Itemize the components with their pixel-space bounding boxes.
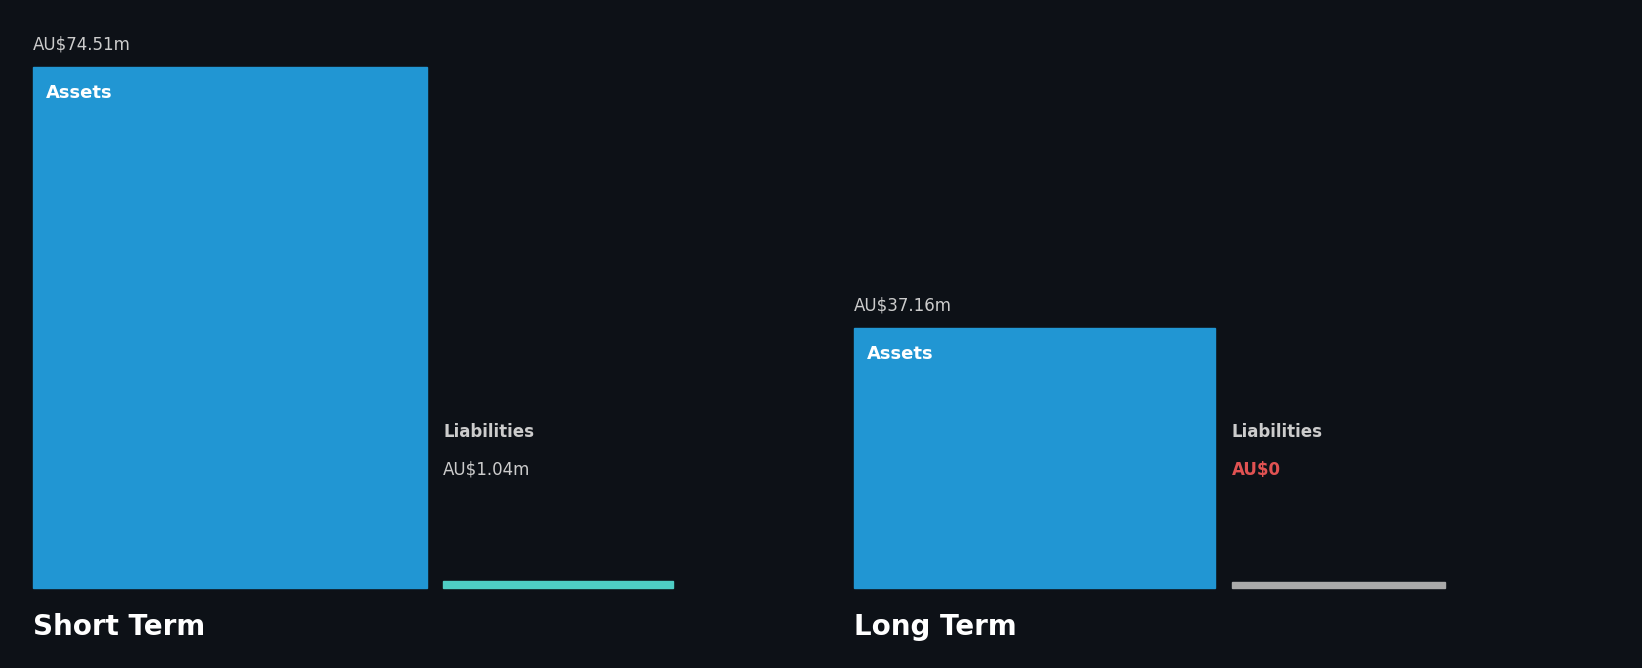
Text: Liabilities: Liabilities — [1232, 423, 1322, 441]
Text: AU$1.04m: AU$1.04m — [443, 461, 530, 479]
Bar — [33, 67, 427, 588]
Text: AU$37.16m: AU$37.16m — [854, 297, 952, 315]
Text: AU$0: AU$0 — [1232, 461, 1281, 479]
Bar — [1232, 582, 1445, 588]
Text: Assets: Assets — [867, 345, 934, 363]
Bar — [854, 328, 1215, 588]
Bar — [443, 580, 673, 588]
Text: Assets: Assets — [46, 84, 113, 102]
Text: Short Term: Short Term — [33, 613, 205, 641]
Text: Long Term: Long Term — [854, 613, 1016, 641]
Text: AU$74.51m: AU$74.51m — [33, 35, 131, 53]
Text: Liabilities: Liabilities — [443, 423, 534, 441]
